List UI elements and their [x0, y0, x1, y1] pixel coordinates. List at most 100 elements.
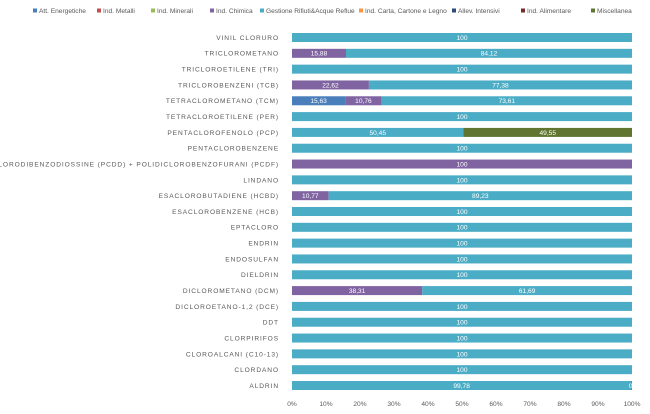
- legend-swatch: [33, 8, 37, 13]
- x-tick-label: 30%: [387, 401, 400, 408]
- bar-segment: [292, 191, 329, 201]
- x-tick-label: 40%: [421, 401, 434, 408]
- x-tick-label: 20%: [353, 401, 366, 408]
- legend-entry: Ind. Metalli: [103, 8, 135, 15]
- bar-segment: [631, 381, 632, 390]
- data-label: 50,45: [370, 130, 387, 137]
- bar-segment: [292, 365, 632, 375]
- bar-segment: [292, 207, 632, 216]
- bar-segment: [292, 112, 632, 122]
- category-label: DICLOROETANO-1,2 (DCE): [175, 304, 279, 311]
- bar-segment: [292, 317, 632, 327]
- category-label: CLOROALCANI (C10-13): [186, 351, 279, 358]
- bar-segment: [292, 96, 346, 106]
- data-label: 61,69: [519, 288, 536, 295]
- data-label: 100: [456, 161, 467, 168]
- data-label: 89,23: [472, 193, 489, 200]
- bar-segment: [292, 270, 632, 280]
- x-tick-label: 10%: [319, 401, 332, 408]
- bar-segment: [292, 33, 632, 42]
- data-label: 100: [456, 335, 467, 342]
- data-label: 100: [456, 209, 467, 216]
- category-label: DDT: [263, 320, 279, 327]
- data-label: 100: [456, 272, 467, 279]
- bar-segment: [292, 175, 632, 185]
- category-label: TRICLOROMETANO: [205, 51, 279, 58]
- bar-segment: [292, 80, 369, 90]
- bar-segment: [345, 48, 632, 58]
- data-label: 100: [456, 225, 467, 232]
- bar-segment: [292, 301, 632, 311]
- category-label: ESACLOROBENZENE (HCB): [172, 209, 279, 216]
- data-label: 100: [456, 67, 467, 74]
- bar-segment: [292, 48, 346, 58]
- bar-segment: [292, 286, 423, 296]
- legend-entry: Ind. Minerali: [157, 8, 193, 15]
- legend-swatch: [452, 8, 456, 13]
- category-label: DICLOROMETANO (DCM): [183, 288, 279, 295]
- category-label: PENTACLOROFENOLO (PCP): [167, 130, 279, 137]
- data-label: 100: [456, 256, 467, 263]
- category-labels: VINIL CLORURO TRICLOROMETANO TRICLOROETILE…: [0, 35, 279, 390]
- category-label: EPTACLORO: [231, 225, 279, 232]
- bar-segment: [292, 238, 632, 248]
- data-label: 100: [456, 241, 467, 248]
- legend-swatch: [359, 8, 363, 13]
- data-label: 22,62: [322, 82, 339, 89]
- data-label: 15,63: [310, 98, 327, 105]
- category-label: CLORDANO: [234, 367, 279, 374]
- data-label: 15,88: [311, 51, 328, 58]
- data-label: 99,78: [453, 383, 470, 390]
- bar-segment: [292, 254, 632, 264]
- data-label: 10,76: [355, 98, 372, 105]
- bar-segment: [292, 127, 464, 137]
- data-label: 100: [456, 146, 467, 153]
- category-label: LINDANO: [243, 177, 279, 184]
- bar-segment: [292, 349, 632, 359]
- legend-swatch: [591, 8, 595, 13]
- category-label: TRICLOROETILENE (TRI): [182, 67, 279, 74]
- data-label: 73,61: [499, 98, 516, 105]
- category-label: TETRACLOROETILENE (PER): [166, 114, 279, 121]
- x-tick-label: 0%: [287, 401, 297, 408]
- bar-segment: [368, 80, 632, 90]
- bar-segment: [292, 64, 632, 74]
- data-label: 100: [456, 114, 467, 121]
- bars: [292, 33, 632, 390]
- legend-entry: Att. Energetiche: [39, 8, 86, 15]
- x-tick-label: 70%: [523, 401, 536, 408]
- bar-segment: [422, 286, 632, 296]
- legend-entry: Allev. Intensivi: [458, 8, 500, 15]
- bar-segment: [292, 143, 632, 153]
- category-label: ENDOSULFAN: [225, 256, 279, 263]
- legend: Att. Energetiche Ind. Metalli Ind. Mineral…: [33, 8, 632, 15]
- bar-segment: [345, 96, 382, 106]
- x-axis-ticks: 0% 10% 20% 30% 40% 50% 60% 70% 80% 90% 100%: [287, 401, 640, 408]
- legend-entry: Ind. Carta, Cartone e Legno: [365, 8, 447, 15]
- data-label: 100: [456, 177, 467, 184]
- x-tick-label: 100%: [624, 401, 641, 408]
- bar-segment: [463, 127, 632, 137]
- legend-entry: Miscellanea: [597, 8, 632, 15]
- data-label: 77,38: [492, 82, 509, 89]
- bar-segment: [328, 191, 632, 201]
- data-label: 100: [456, 367, 467, 374]
- bar-segment: [292, 381, 632, 390]
- category-label: TETRACLOROMETANO (TCM): [166, 98, 279, 105]
- category-label: ALDRIN: [249, 383, 279, 390]
- bar-segment: [292, 333, 632, 343]
- legend-swatch: [151, 8, 155, 13]
- data-label: 49,55: [540, 130, 557, 137]
- data-label: 100: [456, 35, 467, 42]
- legend-entry: Ind. Chimica: [216, 8, 253, 15]
- category-label: VINIL CLORURO: [216, 35, 279, 42]
- data-label: 100: [456, 351, 467, 358]
- category-label: ENDRIN: [248, 241, 279, 248]
- data-labels: 100 15,88 84,12 100 22,62 77,38 15,63 10,76 73,6…: [302, 35, 634, 390]
- category-label: DIELDRIN: [241, 272, 279, 279]
- data-label: 38,31: [349, 288, 366, 295]
- legend-entry: Gestione Rifiuti&Acque Reflue: [266, 8, 355, 15]
- legend-swatch: [521, 8, 525, 13]
- x-tick-label: 80%: [557, 401, 570, 408]
